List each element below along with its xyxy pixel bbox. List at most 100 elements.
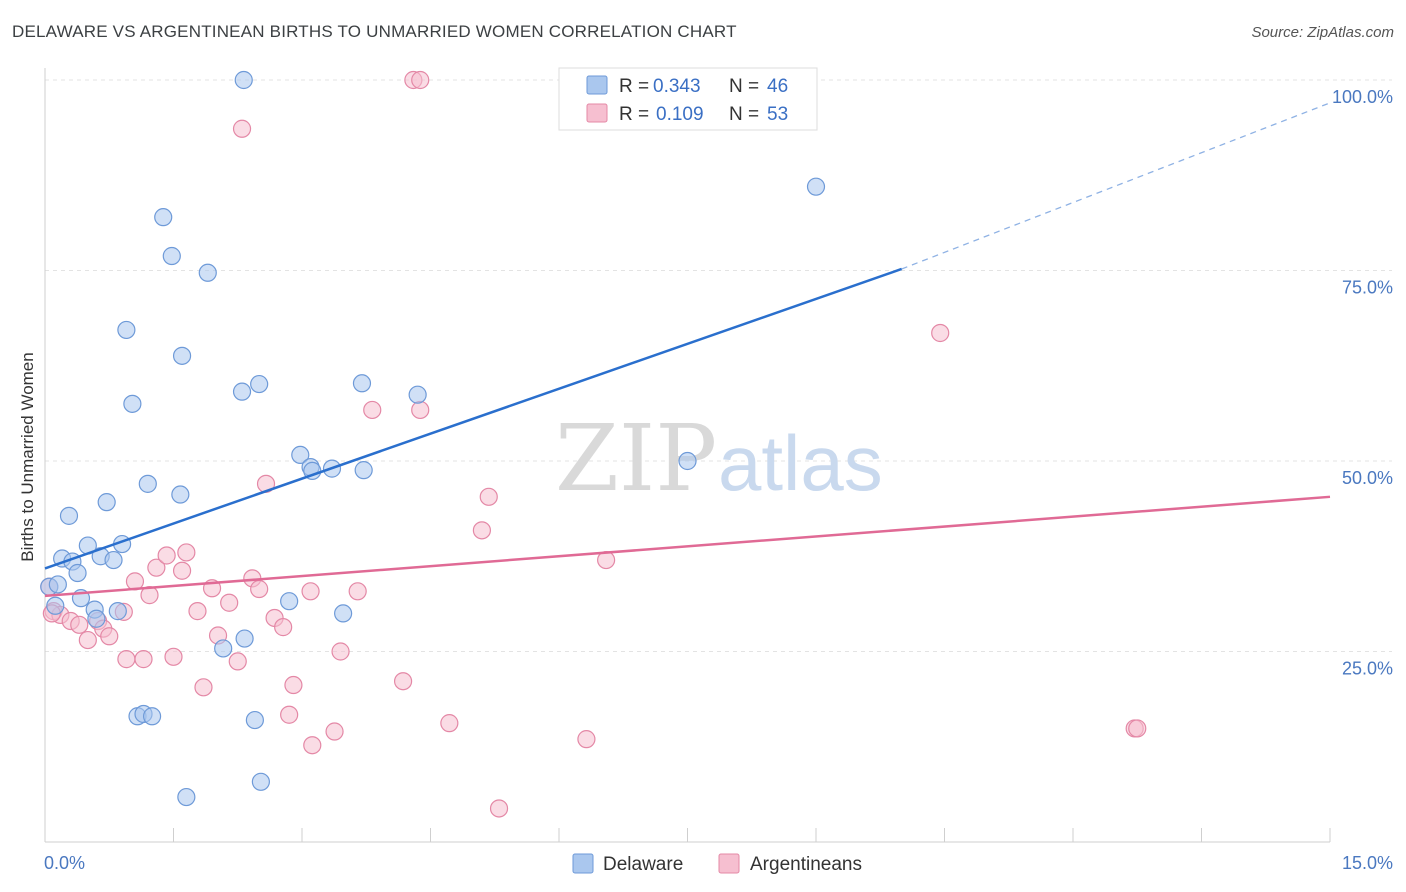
legend-n-value-argentineans: 53 — [767, 104, 788, 125]
argentineans-point — [117, 650, 136, 669]
argentineans-point — [134, 650, 153, 669]
argentineans-point — [331, 642, 350, 661]
delaware-point — [172, 346, 192, 365]
delaware-point — [352, 374, 372, 393]
legend-swatch-delaware-bottom — [572, 853, 594, 874]
delaware-point — [117, 320, 136, 340]
argentineans-point — [472, 521, 491, 540]
delaware-point — [171, 485, 190, 504]
argentineans-point — [411, 70, 430, 90]
legend-r-label-argentineans: R = — [619, 104, 649, 125]
gridlines — [45, 79, 1392, 652]
argentineans-point — [164, 647, 183, 666]
delaware-point — [87, 609, 106, 628]
legend-n-label-argentineans: N = — [729, 104, 759, 125]
delaware-point — [68, 563, 87, 583]
delaware-point — [154, 208, 173, 227]
argentineans-point — [172, 561, 192, 580]
source-credit: Source: ZipAtlas.com — [1251, 24, 1394, 41]
argentineans-point — [363, 400, 382, 420]
delaware-point — [232, 382, 252, 401]
delaware-point — [408, 385, 427, 404]
argentineans-point — [1128, 719, 1147, 738]
argentineans-point — [440, 714, 459, 733]
argentineans-point — [157, 546, 176, 565]
delaware-points — [40, 70, 826, 807]
delaware-point — [214, 639, 233, 658]
legend-swatch-argentineans-bottom — [718, 853, 740, 874]
argentineans-point — [100, 627, 119, 646]
argentineans-point — [325, 722, 344, 741]
watermark: ZIP atlas — [555, 405, 883, 512]
legend-r-value-argentineans: 0.109 — [656, 104, 704, 125]
delaware-point — [291, 445, 310, 465]
delaware-point — [251, 772, 270, 791]
argentineans-point — [280, 705, 299, 724]
y-tick-label: 100.0% — [1332, 87, 1393, 107]
argentineans-point — [393, 672, 413, 691]
delaware-point — [198, 263, 217, 282]
delaware-point — [235, 629, 254, 648]
legend-r-label-delaware: R = — [619, 76, 649, 97]
y-tick-label: 50.0% — [1342, 468, 1393, 488]
legend-label-argentineans: Argentineans — [750, 854, 862, 875]
delaware-point — [46, 596, 65, 615]
delaware-point — [354, 461, 373, 480]
legend-label-delaware: Delaware — [603, 854, 683, 875]
argentineans-point — [931, 323, 950, 343]
y-tick-label: 25.0% — [1342, 659, 1393, 679]
argentineans-point — [232, 119, 252, 138]
delaware-trend-extension — [901, 102, 1331, 270]
legend-swatch-argentineans — [586, 103, 608, 123]
legend-r-value-delaware: 0.343 — [653, 76, 701, 97]
delaware-point — [123, 394, 142, 413]
chart-title: DELAWARE VS ARGENTINEAN BIRTHS TO UNMARR… — [12, 22, 737, 41]
argentineans-point — [250, 579, 269, 599]
y-tick-labels: 25.0% 50.0% 75.0% 100.0% — [1332, 87, 1393, 679]
argentineans-point — [147, 558, 166, 577]
delaware-point — [234, 70, 253, 90]
delaware-trend-line — [44, 267, 903, 570]
delaware-point — [806, 177, 826, 196]
legend-n-value-delaware: 46 — [767, 76, 788, 97]
argentineans-point — [274, 618, 293, 637]
series-legend: Delaware Argentineans — [572, 853, 862, 875]
argentineans-point — [188, 602, 207, 621]
argentineans-point — [411, 400, 430, 420]
legend-n-label-delaware: N = — [729, 76, 759, 97]
legend-swatch-delaware — [586, 75, 608, 95]
x-tick-label: 15.0% — [1342, 853, 1393, 873]
argentineans-point — [348, 582, 367, 601]
delaware-point — [250, 374, 269, 394]
argentineans-point — [301, 582, 320, 601]
argentineans-point — [479, 487, 498, 506]
y-tick-label: 75.0% — [1342, 278, 1393, 298]
delaware-point — [97, 493, 116, 512]
argentineans-trend-line — [44, 495, 1331, 598]
x-tick-labels: 0.0% 15.0% — [44, 853, 1393, 873]
x-tick-label: 0.0% — [44, 853, 85, 873]
argentineans-point — [228, 652, 247, 671]
delaware-point — [280, 592, 299, 611]
argentineans-point — [489, 799, 509, 818]
argentineans-point — [70, 615, 89, 634]
delaware-point — [108, 602, 127, 621]
delaware-point — [142, 707, 162, 726]
argentineans-point — [78, 630, 97, 650]
axes — [44, 68, 1331, 843]
argentineans-point — [577, 730, 596, 749]
watermark-atlas: atlas — [718, 419, 883, 507]
correlation-legend: R = 0.343 N = 46 R = 0.109 N = 53 — [558, 67, 818, 131]
delaware-point — [138, 474, 157, 493]
delaware-point — [104, 550, 123, 570]
argentineans-point — [284, 675, 303, 695]
delaware-point — [678, 451, 697, 471]
delaware-point — [48, 575, 67, 594]
y-axis-label: Births to Unmarried Women — [18, 352, 37, 561]
argentineans-points — [40, 70, 1147, 818]
delaware-point — [245, 710, 264, 730]
delaware-point — [334, 604, 353, 623]
argentineans-point — [194, 678, 213, 697]
delaware-point — [177, 787, 196, 807]
